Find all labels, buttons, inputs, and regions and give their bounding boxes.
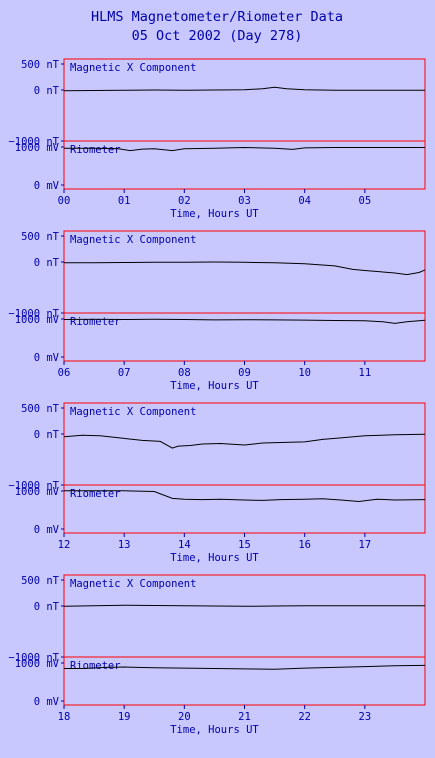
panel-label: Magnetic X Component bbox=[70, 578, 196, 590]
panel-label: Magnetic X Component bbox=[70, 234, 196, 246]
chart-title: HLMS Magnetometer/Riometer Data bbox=[91, 9, 343, 25]
x-tick-label: 18 bbox=[58, 711, 71, 723]
x-axis-label: Time, Hours UT bbox=[170, 208, 259, 220]
panel-label: Riometer bbox=[70, 144, 121, 156]
y-tick-label: 0 nT bbox=[34, 257, 60, 269]
y-tick-label: 1000 mV bbox=[15, 142, 60, 154]
x-tick-label: 00 bbox=[58, 195, 71, 207]
y-tick-label: 0 mV bbox=[34, 696, 60, 708]
x-tick-label: 02 bbox=[178, 195, 191, 207]
series-line-2-1-0 bbox=[64, 490, 426, 503]
chart-block-0: 500 nT 0 nT −1000 nT Magnetic X Component 10… bbox=[8, 58, 426, 220]
x-axis-label: Time, Hours UT bbox=[170, 724, 259, 736]
y-tick-label: 500 nT bbox=[21, 403, 60, 415]
y-tick-label: 1000 mV bbox=[15, 486, 60, 498]
x-tick-label: 20 bbox=[178, 711, 191, 723]
x-tick-label: 23 bbox=[359, 711, 372, 723]
chart-block-1: 500 nT 0 nT −1000 nT Magnetic X Component 10… bbox=[8, 230, 426, 392]
x-tick-label: 05 bbox=[359, 195, 372, 207]
x-tick-label: 01 bbox=[118, 195, 131, 207]
y-tick-label: 500 nT bbox=[21, 231, 60, 243]
y-tick-label: 0 nT bbox=[34, 85, 60, 97]
series-line-3-1-0 bbox=[64, 664, 426, 670]
chart-subtitle: 05 Oct 2002 (Day 278) bbox=[132, 28, 303, 44]
x-tick-label: 14 bbox=[178, 539, 191, 551]
y-tick-label: −1000 nT bbox=[8, 308, 59, 320]
x-tick-label: 22 bbox=[298, 711, 311, 723]
x-tick-label: 21 bbox=[238, 711, 251, 723]
y-tick-label: 500 nT bbox=[21, 575, 60, 587]
x-tick-label: 04 bbox=[298, 195, 311, 207]
x-tick-label: 07 bbox=[118, 367, 131, 379]
x-tick-label: 03 bbox=[238, 195, 251, 207]
series-line-0-0-0 bbox=[63, 86, 425, 92]
panel-label: Riometer bbox=[70, 316, 121, 328]
x-tick-label: 17 bbox=[359, 539, 372, 551]
series-line-3-0-0 bbox=[63, 604, 425, 607]
chart-block-3: 500 nT 0 nT −1000 nT Magnetic X Component 10… bbox=[8, 574, 426, 736]
panel-label: Magnetic X Component bbox=[70, 62, 196, 74]
x-tick-label: 10 bbox=[298, 367, 311, 379]
y-tick-label: −1000 nT bbox=[8, 136, 59, 148]
x-tick-label: 09 bbox=[238, 367, 251, 379]
x-tick-label: 06 bbox=[58, 367, 71, 379]
x-tick-label: 15 bbox=[238, 539, 251, 551]
x-tick-label: 13 bbox=[118, 539, 131, 551]
panel-label: Riometer bbox=[70, 660, 121, 672]
plot-area: 500 nT 0 nT −1000 nT Magnetic X Component 10… bbox=[8, 58, 426, 736]
series-line-1-1-0 bbox=[63, 318, 426, 324]
y-tick-label: 0 mV bbox=[34, 524, 60, 536]
panel-label: Riometer bbox=[70, 488, 121, 500]
x-tick-label: 08 bbox=[178, 367, 191, 379]
y-tick-label: 0 mV bbox=[34, 180, 60, 192]
chart-block-2: 500 nT 0 nT −1000 nT Magnetic X Component 10… bbox=[8, 402, 426, 564]
series-line-0-1-0 bbox=[64, 146, 425, 152]
series-line-2-0-0 bbox=[63, 433, 426, 449]
series-line-1-0-0 bbox=[64, 261, 426, 276]
x-tick-label: 11 bbox=[359, 367, 372, 379]
y-tick-label: 1000 mV bbox=[15, 658, 60, 670]
x-axis-label: Time, Hours UT bbox=[170, 552, 259, 564]
y-tick-label: 1000 mV bbox=[15, 314, 60, 326]
y-tick-label: 0 nT bbox=[34, 601, 60, 613]
y-tick-label: −1000 nT bbox=[8, 480, 59, 492]
y-tick-label: −1000 nT bbox=[8, 652, 59, 664]
x-axis-label: Time, Hours UT bbox=[170, 380, 259, 392]
panel-label: Magnetic X Component bbox=[70, 406, 196, 418]
x-tick-label: 19 bbox=[118, 711, 131, 723]
y-tick-label: 0 mV bbox=[34, 352, 60, 364]
x-tick-label: 16 bbox=[298, 539, 311, 551]
x-tick-label: 12 bbox=[58, 539, 71, 551]
y-tick-label: 500 nT bbox=[21, 59, 60, 71]
y-tick-label: 0 nT bbox=[34, 429, 60, 441]
